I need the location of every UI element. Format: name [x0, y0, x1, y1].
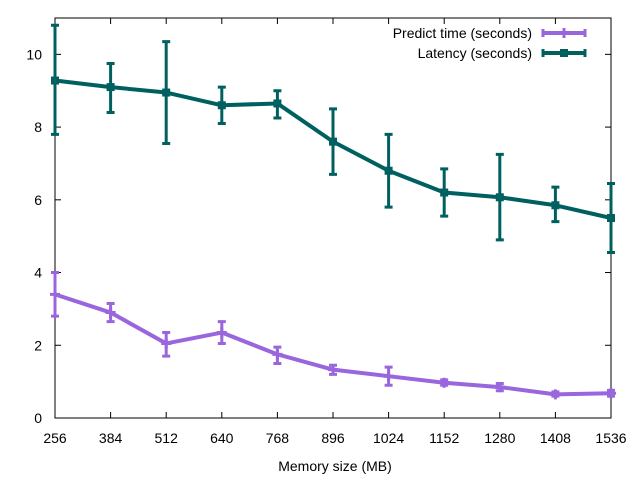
data-point [329, 137, 337, 146]
series-1 [51, 23, 615, 255]
x-tick-label: 640 [210, 430, 234, 446]
data-point [495, 193, 504, 202]
data-point [384, 166, 393, 175]
data-point [106, 83, 115, 92]
data-point [551, 201, 560, 210]
data-point [606, 388, 616, 399]
x-tick-label: 1408 [540, 430, 571, 446]
legend-marker [560, 49, 568, 57]
x-tick-label: 384 [99, 430, 123, 446]
data-point [161, 338, 172, 349]
data-point [162, 88, 171, 97]
series-0 [50, 271, 616, 400]
x-tick-label: 1536 [595, 430, 626, 446]
x-tick-label: 512 [155, 430, 179, 446]
x-tick-label: 1280 [484, 430, 515, 446]
legend-label: Predict time (seconds) [393, 25, 532, 41]
data-point [217, 101, 226, 110]
legend-caps [541, 49, 587, 57]
y-tick-label: 6 [34, 192, 42, 208]
data-point [216, 327, 227, 338]
data-point [607, 214, 615, 222]
y-tick-label: 10 [26, 46, 42, 62]
x-tick-label: 896 [321, 430, 345, 446]
data-point [273, 99, 282, 108]
x-axis-title: Memory size (MB) [278, 458, 392, 474]
data-point [383, 371, 394, 382]
data-point [50, 289, 60, 300]
y-tick-label: 2 [34, 337, 42, 353]
x-tick-label: 1152 [429, 430, 459, 446]
data-point [272, 349, 283, 360]
y-tick-label: 8 [34, 119, 42, 135]
y-tick-label: 4 [34, 265, 42, 281]
data-point [550, 389, 561, 400]
legend-marker [559, 28, 569, 38]
data-point [328, 364, 338, 375]
data-point [105, 307, 116, 318]
data-point [440, 188, 449, 197]
x-tick-label: 256 [43, 430, 67, 446]
data-point [51, 76, 59, 85]
data-point [439, 377, 450, 388]
x-tick-label: 768 [266, 430, 290, 446]
data-point [494, 382, 505, 393]
y-tick-label: 0 [34, 410, 42, 426]
legend-label: Latency (seconds) [418, 45, 532, 61]
x-tick-label: 1024 [373, 430, 404, 446]
legend-caps [541, 29, 587, 37]
